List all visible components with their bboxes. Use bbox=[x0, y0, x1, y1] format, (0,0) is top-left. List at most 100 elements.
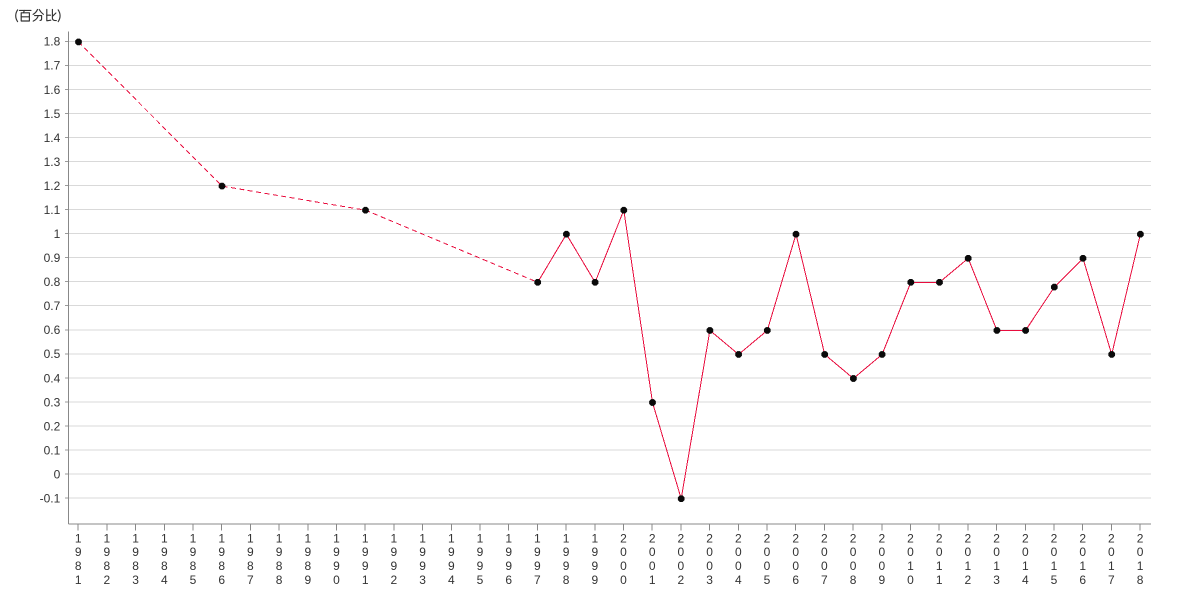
svg-text:2: 2 bbox=[1108, 532, 1115, 546]
svg-text:1: 1 bbox=[333, 532, 340, 546]
svg-text:2: 2 bbox=[993, 532, 1000, 546]
svg-text:0: 0 bbox=[1108, 545, 1115, 559]
svg-text:0: 0 bbox=[850, 545, 857, 559]
svg-text:1: 1 bbox=[1137, 559, 1144, 573]
svg-text:9: 9 bbox=[477, 559, 484, 573]
svg-text:0: 0 bbox=[821, 559, 828, 573]
svg-text:1: 1 bbox=[591, 532, 598, 546]
svg-text:9: 9 bbox=[161, 545, 168, 559]
svg-text:0: 0 bbox=[792, 559, 799, 573]
svg-text:6: 6 bbox=[792, 573, 799, 587]
svg-text:2: 2 bbox=[965, 532, 972, 546]
svg-text:9: 9 bbox=[477, 545, 484, 559]
svg-text:1: 1 bbox=[1022, 559, 1029, 573]
svg-text:1.2: 1.2 bbox=[44, 179, 61, 193]
svg-text:3: 3 bbox=[993, 573, 1000, 587]
svg-text:9: 9 bbox=[505, 545, 512, 559]
svg-text:0: 0 bbox=[678, 545, 685, 559]
svg-text:6: 6 bbox=[218, 573, 225, 587]
svg-text:8: 8 bbox=[75, 559, 82, 573]
svg-text:0: 0 bbox=[878, 545, 885, 559]
svg-text:1: 1 bbox=[965, 559, 972, 573]
svg-text:1: 1 bbox=[362, 573, 369, 587]
svg-text:9: 9 bbox=[878, 573, 885, 587]
svg-text:0: 0 bbox=[1051, 545, 1058, 559]
svg-text:0: 0 bbox=[735, 559, 742, 573]
svg-text:9: 9 bbox=[304, 545, 311, 559]
svg-text:0.1: 0.1 bbox=[44, 443, 61, 457]
svg-text:1: 1 bbox=[477, 532, 484, 546]
svg-text:3: 3 bbox=[419, 573, 426, 587]
svg-text:2: 2 bbox=[678, 532, 685, 546]
svg-text:2: 2 bbox=[878, 532, 885, 546]
svg-text:8: 8 bbox=[104, 559, 111, 573]
svg-text:0: 0 bbox=[792, 545, 799, 559]
svg-text:1.7: 1.7 bbox=[44, 59, 61, 73]
svg-text:2: 2 bbox=[706, 532, 713, 546]
svg-text:9: 9 bbox=[304, 573, 311, 587]
svg-text:1.4: 1.4 bbox=[44, 131, 61, 145]
svg-text:2: 2 bbox=[907, 532, 914, 546]
svg-text:9: 9 bbox=[534, 559, 541, 573]
svg-text:1: 1 bbox=[104, 532, 111, 546]
svg-text:7: 7 bbox=[1108, 573, 1115, 587]
svg-text:5: 5 bbox=[477, 573, 484, 587]
svg-text:9: 9 bbox=[75, 545, 82, 559]
svg-text:9: 9 bbox=[591, 545, 598, 559]
svg-text:8: 8 bbox=[563, 573, 570, 587]
svg-text:0: 0 bbox=[620, 545, 627, 559]
svg-text:9: 9 bbox=[362, 559, 369, 573]
svg-text:8: 8 bbox=[132, 559, 139, 573]
svg-text:2: 2 bbox=[391, 573, 398, 587]
svg-text:9: 9 bbox=[333, 559, 340, 573]
svg-text:9: 9 bbox=[591, 559, 598, 573]
svg-text:1: 1 bbox=[75, 573, 82, 587]
svg-text:9: 9 bbox=[448, 559, 455, 573]
svg-text:0: 0 bbox=[706, 559, 713, 573]
svg-text:0: 0 bbox=[936, 545, 943, 559]
svg-text:1.3: 1.3 bbox=[44, 155, 61, 169]
svg-text:1: 1 bbox=[1079, 559, 1086, 573]
svg-text:1: 1 bbox=[448, 532, 455, 546]
svg-text:7: 7 bbox=[821, 573, 828, 587]
svg-text:1: 1 bbox=[391, 532, 398, 546]
svg-text:9: 9 bbox=[448, 545, 455, 559]
svg-text:1: 1 bbox=[132, 532, 139, 546]
svg-text:6: 6 bbox=[1079, 573, 1086, 587]
svg-text:0: 0 bbox=[1079, 545, 1086, 559]
svg-text:0: 0 bbox=[678, 559, 685, 573]
svg-text:0: 0 bbox=[1137, 545, 1144, 559]
svg-text:8: 8 bbox=[276, 559, 283, 573]
svg-text:1: 1 bbox=[362, 532, 369, 546]
svg-text:7: 7 bbox=[534, 573, 541, 587]
svg-text:1: 1 bbox=[534, 532, 541, 546]
svg-text:0: 0 bbox=[735, 545, 742, 559]
svg-text:8: 8 bbox=[1137, 573, 1144, 587]
svg-text:2: 2 bbox=[1137, 532, 1144, 546]
svg-text:9: 9 bbox=[391, 559, 398, 573]
svg-text:2: 2 bbox=[620, 532, 627, 546]
svg-text:2: 2 bbox=[1022, 532, 1029, 546]
svg-text:1: 1 bbox=[907, 559, 914, 573]
svg-text:8: 8 bbox=[276, 573, 283, 587]
svg-text:1: 1 bbox=[649, 573, 656, 587]
svg-text:8: 8 bbox=[161, 559, 168, 573]
svg-text:1: 1 bbox=[218, 532, 225, 546]
svg-text:0.2: 0.2 bbox=[44, 419, 61, 433]
svg-text:5: 5 bbox=[764, 573, 771, 587]
svg-text:9: 9 bbox=[391, 545, 398, 559]
svg-text:1: 1 bbox=[276, 532, 283, 546]
svg-text:0: 0 bbox=[620, 559, 627, 573]
svg-text:0: 0 bbox=[878, 559, 885, 573]
svg-text:2: 2 bbox=[821, 532, 828, 546]
svg-text:9: 9 bbox=[419, 545, 426, 559]
svg-text:9: 9 bbox=[505, 559, 512, 573]
svg-text:1: 1 bbox=[190, 532, 197, 546]
svg-text:1: 1 bbox=[54, 227, 61, 241]
svg-text:1.5: 1.5 bbox=[44, 107, 61, 121]
svg-text:3: 3 bbox=[132, 573, 139, 587]
svg-text:1: 1 bbox=[75, 532, 82, 546]
svg-text:0: 0 bbox=[1022, 545, 1029, 559]
svg-text:9: 9 bbox=[362, 545, 369, 559]
svg-text:2: 2 bbox=[792, 532, 799, 546]
